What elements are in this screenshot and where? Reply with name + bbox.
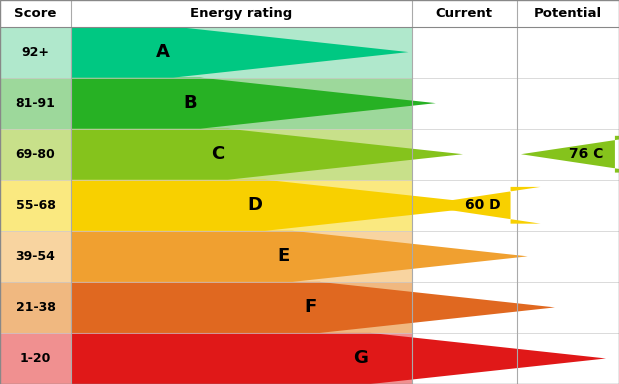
Text: A: A [157, 43, 170, 61]
Text: G: G [353, 349, 368, 367]
Text: C: C [212, 145, 225, 163]
Polygon shape [71, 180, 500, 231]
Text: B: B [184, 94, 197, 112]
Bar [0, 231, 412, 282]
Bar [0, 26, 412, 78]
Polygon shape [521, 136, 619, 172]
Polygon shape [71, 282, 555, 333]
Bar [0, 180, 412, 231]
Bar [0, 129, 412, 180]
Polygon shape [71, 129, 463, 180]
Bar [0, 78, 412, 129]
Text: 55-68: 55-68 [15, 199, 56, 212]
Text: Potential: Potential [534, 7, 602, 20]
Polygon shape [71, 231, 527, 282]
Text: 92+: 92+ [22, 46, 50, 59]
Bar [0, 333, 412, 384]
Text: 21-38: 21-38 [15, 301, 56, 314]
Polygon shape [71, 26, 409, 78]
Text: 60 D: 60 D [465, 198, 500, 212]
Text: Energy rating: Energy rating [190, 7, 293, 20]
Text: 1-20: 1-20 [20, 352, 51, 365]
Polygon shape [71, 78, 436, 129]
Bar [0, 0, 619, 26]
Text: Score: Score [14, 7, 57, 20]
Text: Current: Current [436, 7, 493, 20]
Text: D: D [247, 196, 262, 214]
Polygon shape [71, 333, 606, 384]
Polygon shape [418, 187, 540, 223]
Text: 76 C: 76 C [569, 147, 604, 161]
Bar [0, 282, 412, 333]
Text: F: F [305, 298, 317, 316]
Text: E: E [277, 247, 290, 265]
Text: 81-91: 81-91 [15, 97, 56, 110]
Text: 39-54: 39-54 [15, 250, 56, 263]
Text: 69-80: 69-80 [15, 148, 56, 161]
